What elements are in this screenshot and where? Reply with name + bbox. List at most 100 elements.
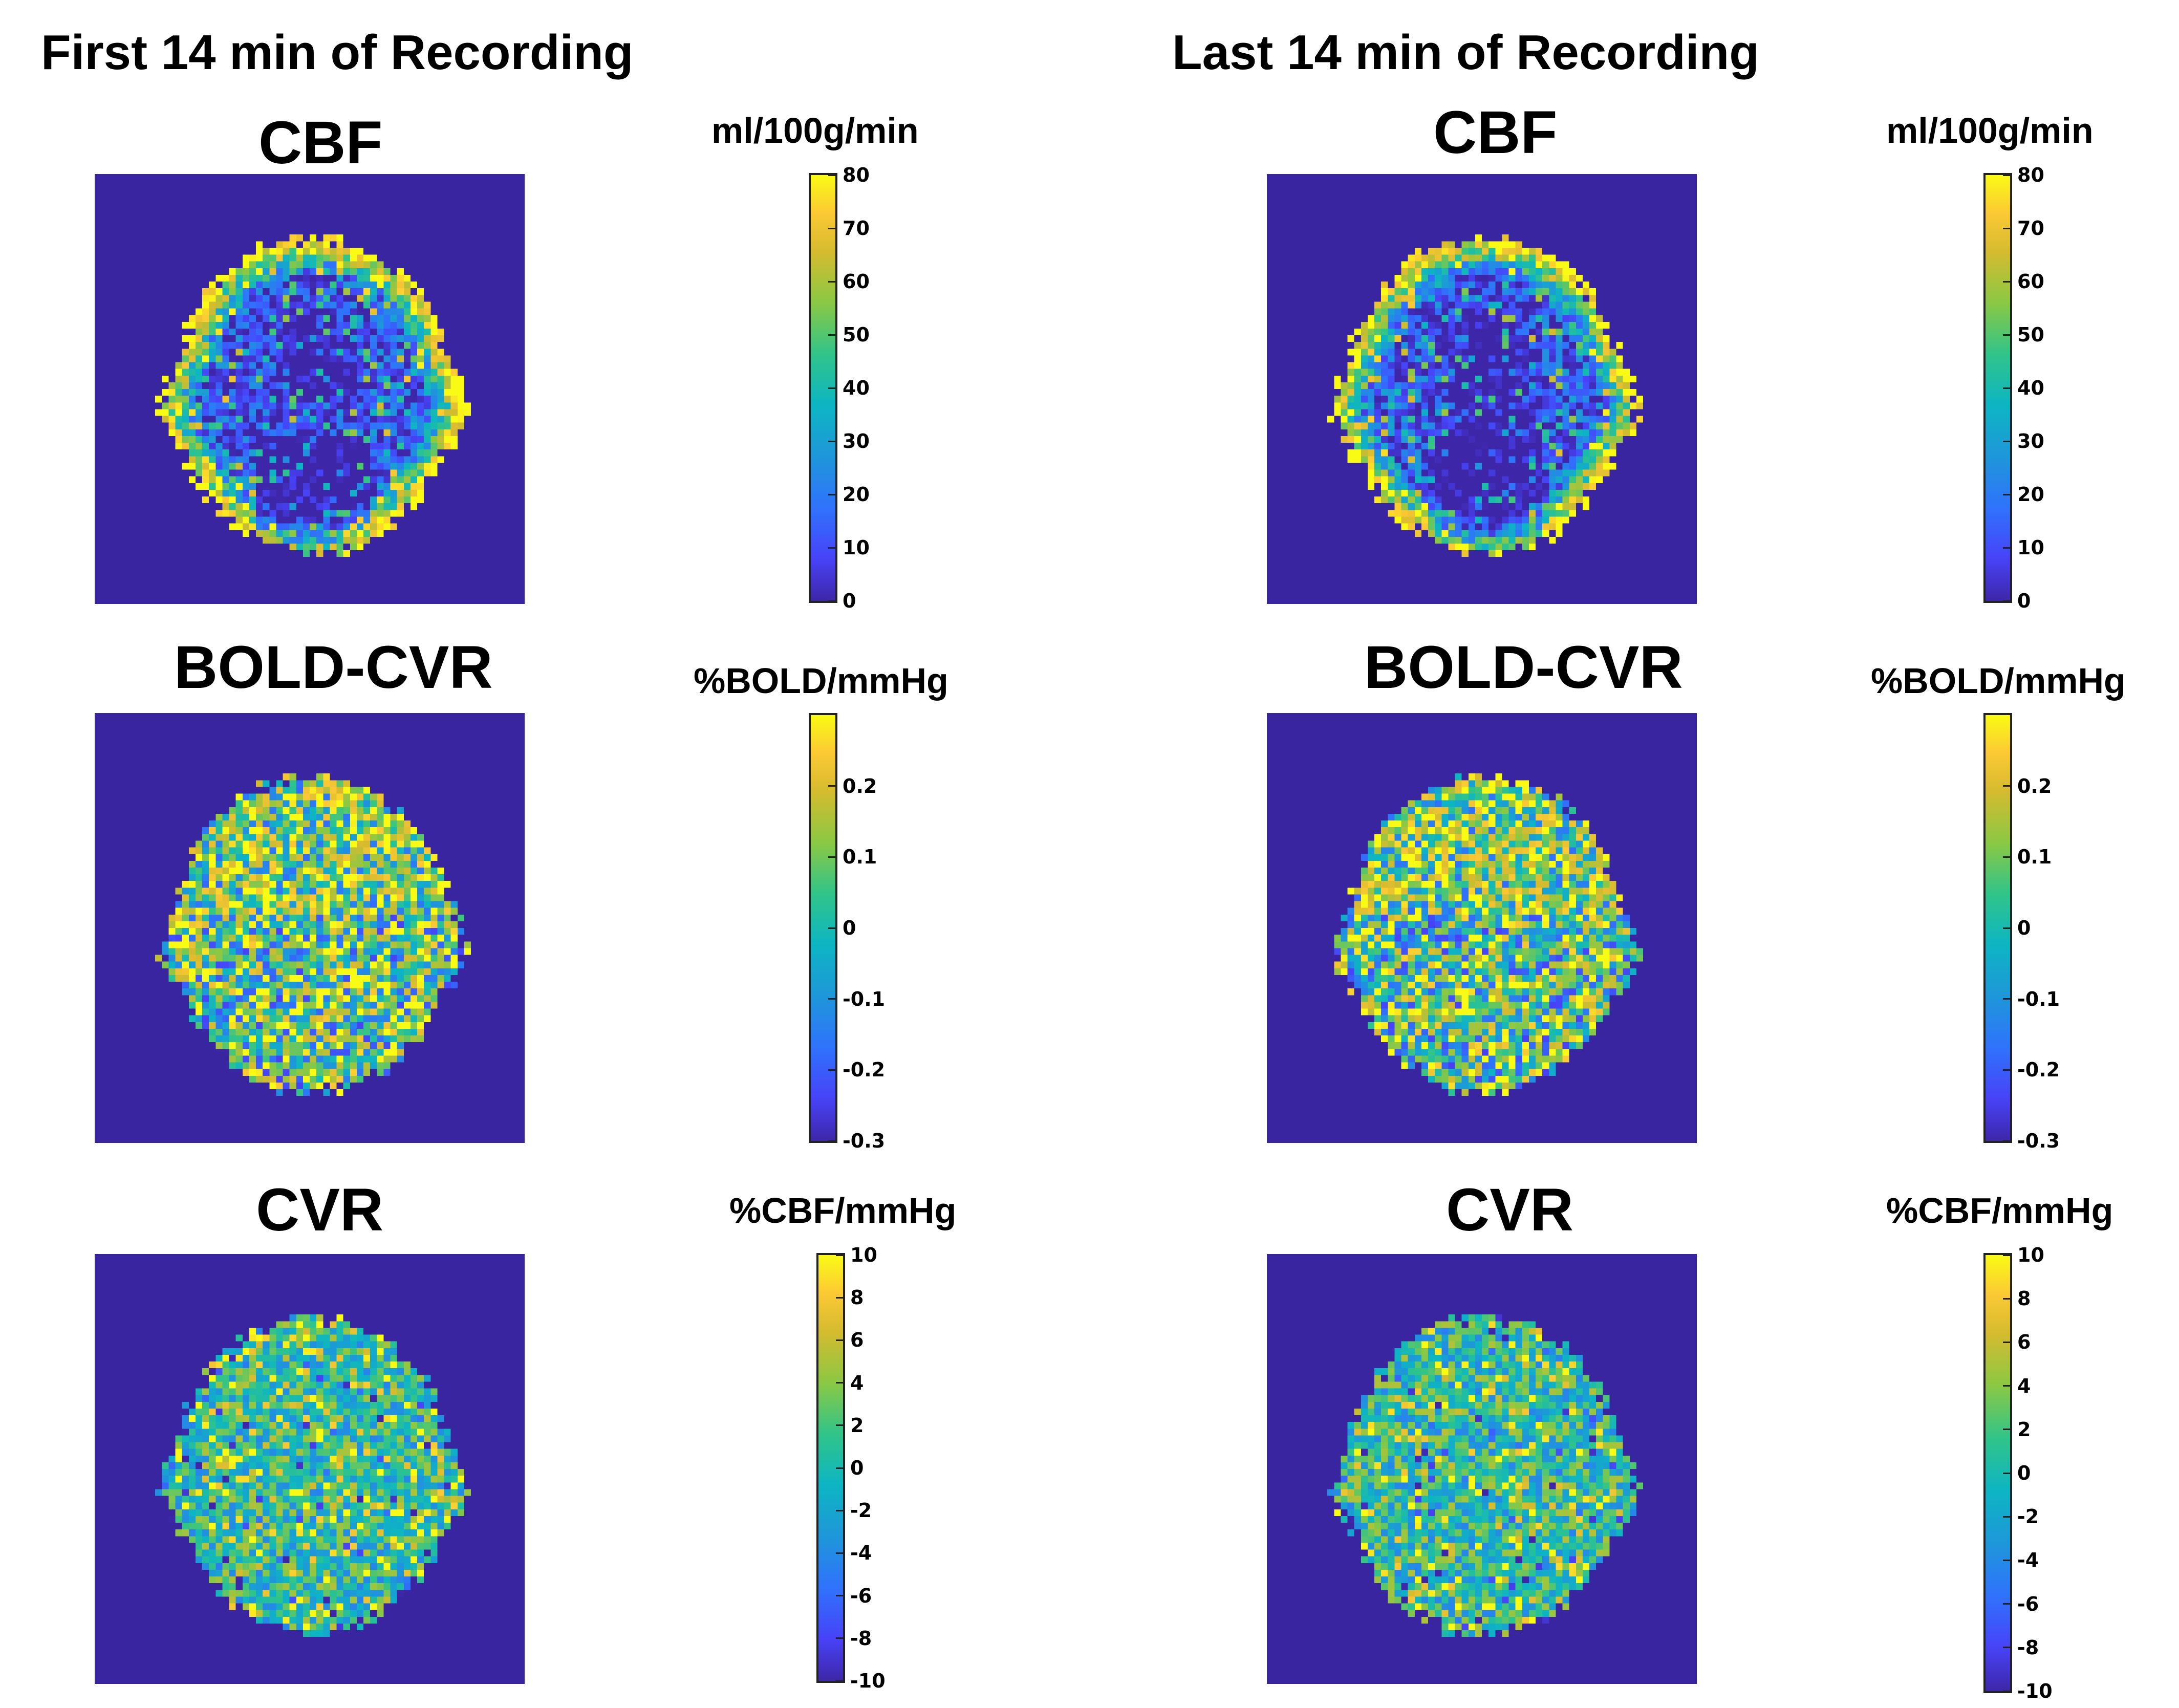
colorbar-tick — [2003, 387, 2010, 389]
colorbar-tick-label: -0.1 — [2017, 987, 2060, 1010]
left-bold-cvr-unit: %BOLD/mmHg — [694, 661, 948, 701]
colorbar-tick-label: 2 — [2017, 1418, 2031, 1441]
colorbar-tick — [2003, 1341, 2010, 1343]
right-cvr-brain-map — [1267, 1254, 1697, 1684]
colorbar-tick — [828, 998, 835, 1000]
colorbar-tick — [2003, 334, 2010, 336]
right-bold-cvr-brain-map — [1267, 713, 1697, 1143]
right-cbf-title: CBF — [1433, 99, 1558, 166]
colorbar-tick — [2003, 1516, 2010, 1518]
right-cvr-unit: %CBF/mmHg — [1886, 1191, 2113, 1230]
colorbar-tick — [2003, 547, 2010, 549]
left-bold-cvr-title: BOLD-CVR — [174, 634, 493, 701]
colorbar-tick — [836, 1595, 843, 1597]
colorbar-tick-label: -4 — [850, 1542, 872, 1565]
colorbar-tick-label: -0.3 — [843, 1130, 886, 1152]
colorbar-tick-label: 4 — [2017, 1374, 2031, 1397]
colorbar-tick-label: -0.1 — [843, 987, 886, 1010]
colorbar-tick — [2003, 1429, 2010, 1431]
colorbar-tick-label: 20 — [2017, 483, 2044, 506]
colorbar-tick-label: 0 — [2017, 590, 2031, 612]
brain-slice-image — [1267, 1254, 1697, 1684]
colorbar-tick — [2003, 856, 2010, 858]
colorbar-tick-label: 0.1 — [2017, 846, 2052, 869]
colorbar-tick — [2003, 174, 2010, 176]
colorbar-tick — [2003, 440, 2010, 442]
colorbar-tick — [2003, 280, 2010, 283]
colorbar-tick — [2003, 227, 2010, 229]
colorbar-tick — [836, 1296, 843, 1299]
colorbar-tick-label: 70 — [2017, 217, 2044, 240]
colorbar-tick-label: 4 — [850, 1371, 864, 1394]
colorbar-tick-label: 0 — [2017, 917, 2031, 939]
colorbar-tick-label: -0.2 — [2017, 1058, 2060, 1082]
colorbar-tick — [828, 440, 835, 442]
colorbar-tick — [2003, 1140, 2010, 1142]
left-cvr-title: CVR — [256, 1176, 384, 1244]
colorbar-tick — [2003, 1603, 2010, 1605]
colorbar-tick — [828, 227, 835, 229]
colorbar-tick-label: 30 — [843, 430, 870, 452]
colorbar-tick-label: -8 — [850, 1627, 872, 1650]
colorbar-tick — [2003, 998, 2010, 1000]
colorbar-tick-label: 0 — [2017, 1462, 2031, 1484]
colorbar-tick-label: 50 — [843, 323, 870, 346]
colorbar-tick — [828, 174, 835, 176]
right-cvr-title: CVR — [1446, 1176, 1574, 1244]
colorbar-tick — [828, 547, 835, 549]
colorbar-tick-label: 40 — [843, 377, 870, 399]
colorbar-tick-label: 20 — [843, 483, 870, 506]
heading-last-14-min: Last 14 min of Recording — [1172, 25, 1759, 80]
right-bold-cvr-title: BOLD-CVR — [1364, 634, 1683, 701]
colorbar-tick-label: -2 — [850, 1499, 872, 1522]
colorbar-tick — [828, 387, 835, 389]
colorbar-tick-label: 6 — [2017, 1331, 2031, 1354]
brain-slice-image — [95, 174, 525, 604]
colorbar-tick — [2003, 1647, 2010, 1649]
left-cbf-unit: ml/100g/min — [711, 111, 919, 150]
colorbar-tick — [828, 927, 835, 929]
left-cvr-unit: %CBF/mmHg — [729, 1191, 957, 1230]
right-cbf-brain-map — [1267, 174, 1697, 604]
colorbar-tick-label: 6 — [850, 1329, 864, 1352]
brain-slice-image — [1267, 174, 1697, 604]
colorbar-tick — [2003, 927, 2010, 929]
colorbar-tick-label: -6 — [2017, 1592, 2039, 1615]
left-cvr-colorbar: 10 8 6 4 2 0 -2 -4 -6 -8 -10 — [816, 1245, 886, 1691]
colorbar-tick-label: 0 — [843, 917, 856, 939]
colorbar-tick — [828, 785, 835, 787]
colorbar-tick — [2003, 785, 2010, 787]
colorbar-tick — [2003, 1472, 2010, 1474]
colorbar-tick — [828, 600, 835, 602]
right-bold-cvr-unit: %BOLD/mmHg — [1871, 661, 2126, 701]
colorbar-tick — [2003, 493, 2010, 495]
left-cbf-colorbar: 80 70 60 50 40 30 20 10 0 — [809, 165, 870, 611]
colorbar-tick — [828, 334, 835, 336]
colorbar-tick — [836, 1680, 843, 1682]
right-cvr-colorbar: 10 8 6 4 2 0 -2 -4 -6 -8 -10 — [1983, 1245, 2053, 1701]
brain-slice-image — [95, 1254, 525, 1684]
colorbar-tick — [828, 1069, 835, 1071]
colorbar-tick-label: 0 — [843, 590, 856, 612]
colorbar-tick-label: 60 — [843, 270, 870, 293]
right-cbf-unit: ml/100g/min — [1886, 111, 2094, 150]
right-bold-cvr-colorbar: 0.2 0.1 0 -0.1 -0.2 -0.3 — [1983, 713, 2060, 1151]
colorbar-tick-label: 10 — [843, 536, 870, 559]
colorbar-tick-label: -10 — [2017, 1680, 2053, 1702]
colorbar-tick — [836, 1552, 843, 1554]
colorbar-tick-label: -2 — [2017, 1505, 2039, 1528]
colorbar-tick — [828, 1140, 835, 1142]
colorbar-tick — [836, 1339, 843, 1341]
colorbar-tick — [836, 1509, 843, 1511]
colorbar-tick — [836, 1637, 843, 1639]
colorbar-tick-label: 80 — [843, 164, 870, 186]
colorbar-tick — [2003, 600, 2010, 602]
left-cvr-brain-map — [95, 1254, 525, 1684]
brain-slice-image — [95, 713, 525, 1143]
colorbar-tick-label: 10 — [2017, 536, 2044, 559]
colorbar-tick-label: 40 — [2017, 377, 2044, 399]
colorbar-tick — [2003, 1298, 2010, 1300]
left-cbf-brain-map — [95, 174, 525, 604]
colorbar-tick — [828, 493, 835, 495]
colorbar-tick — [836, 1382, 843, 1384]
